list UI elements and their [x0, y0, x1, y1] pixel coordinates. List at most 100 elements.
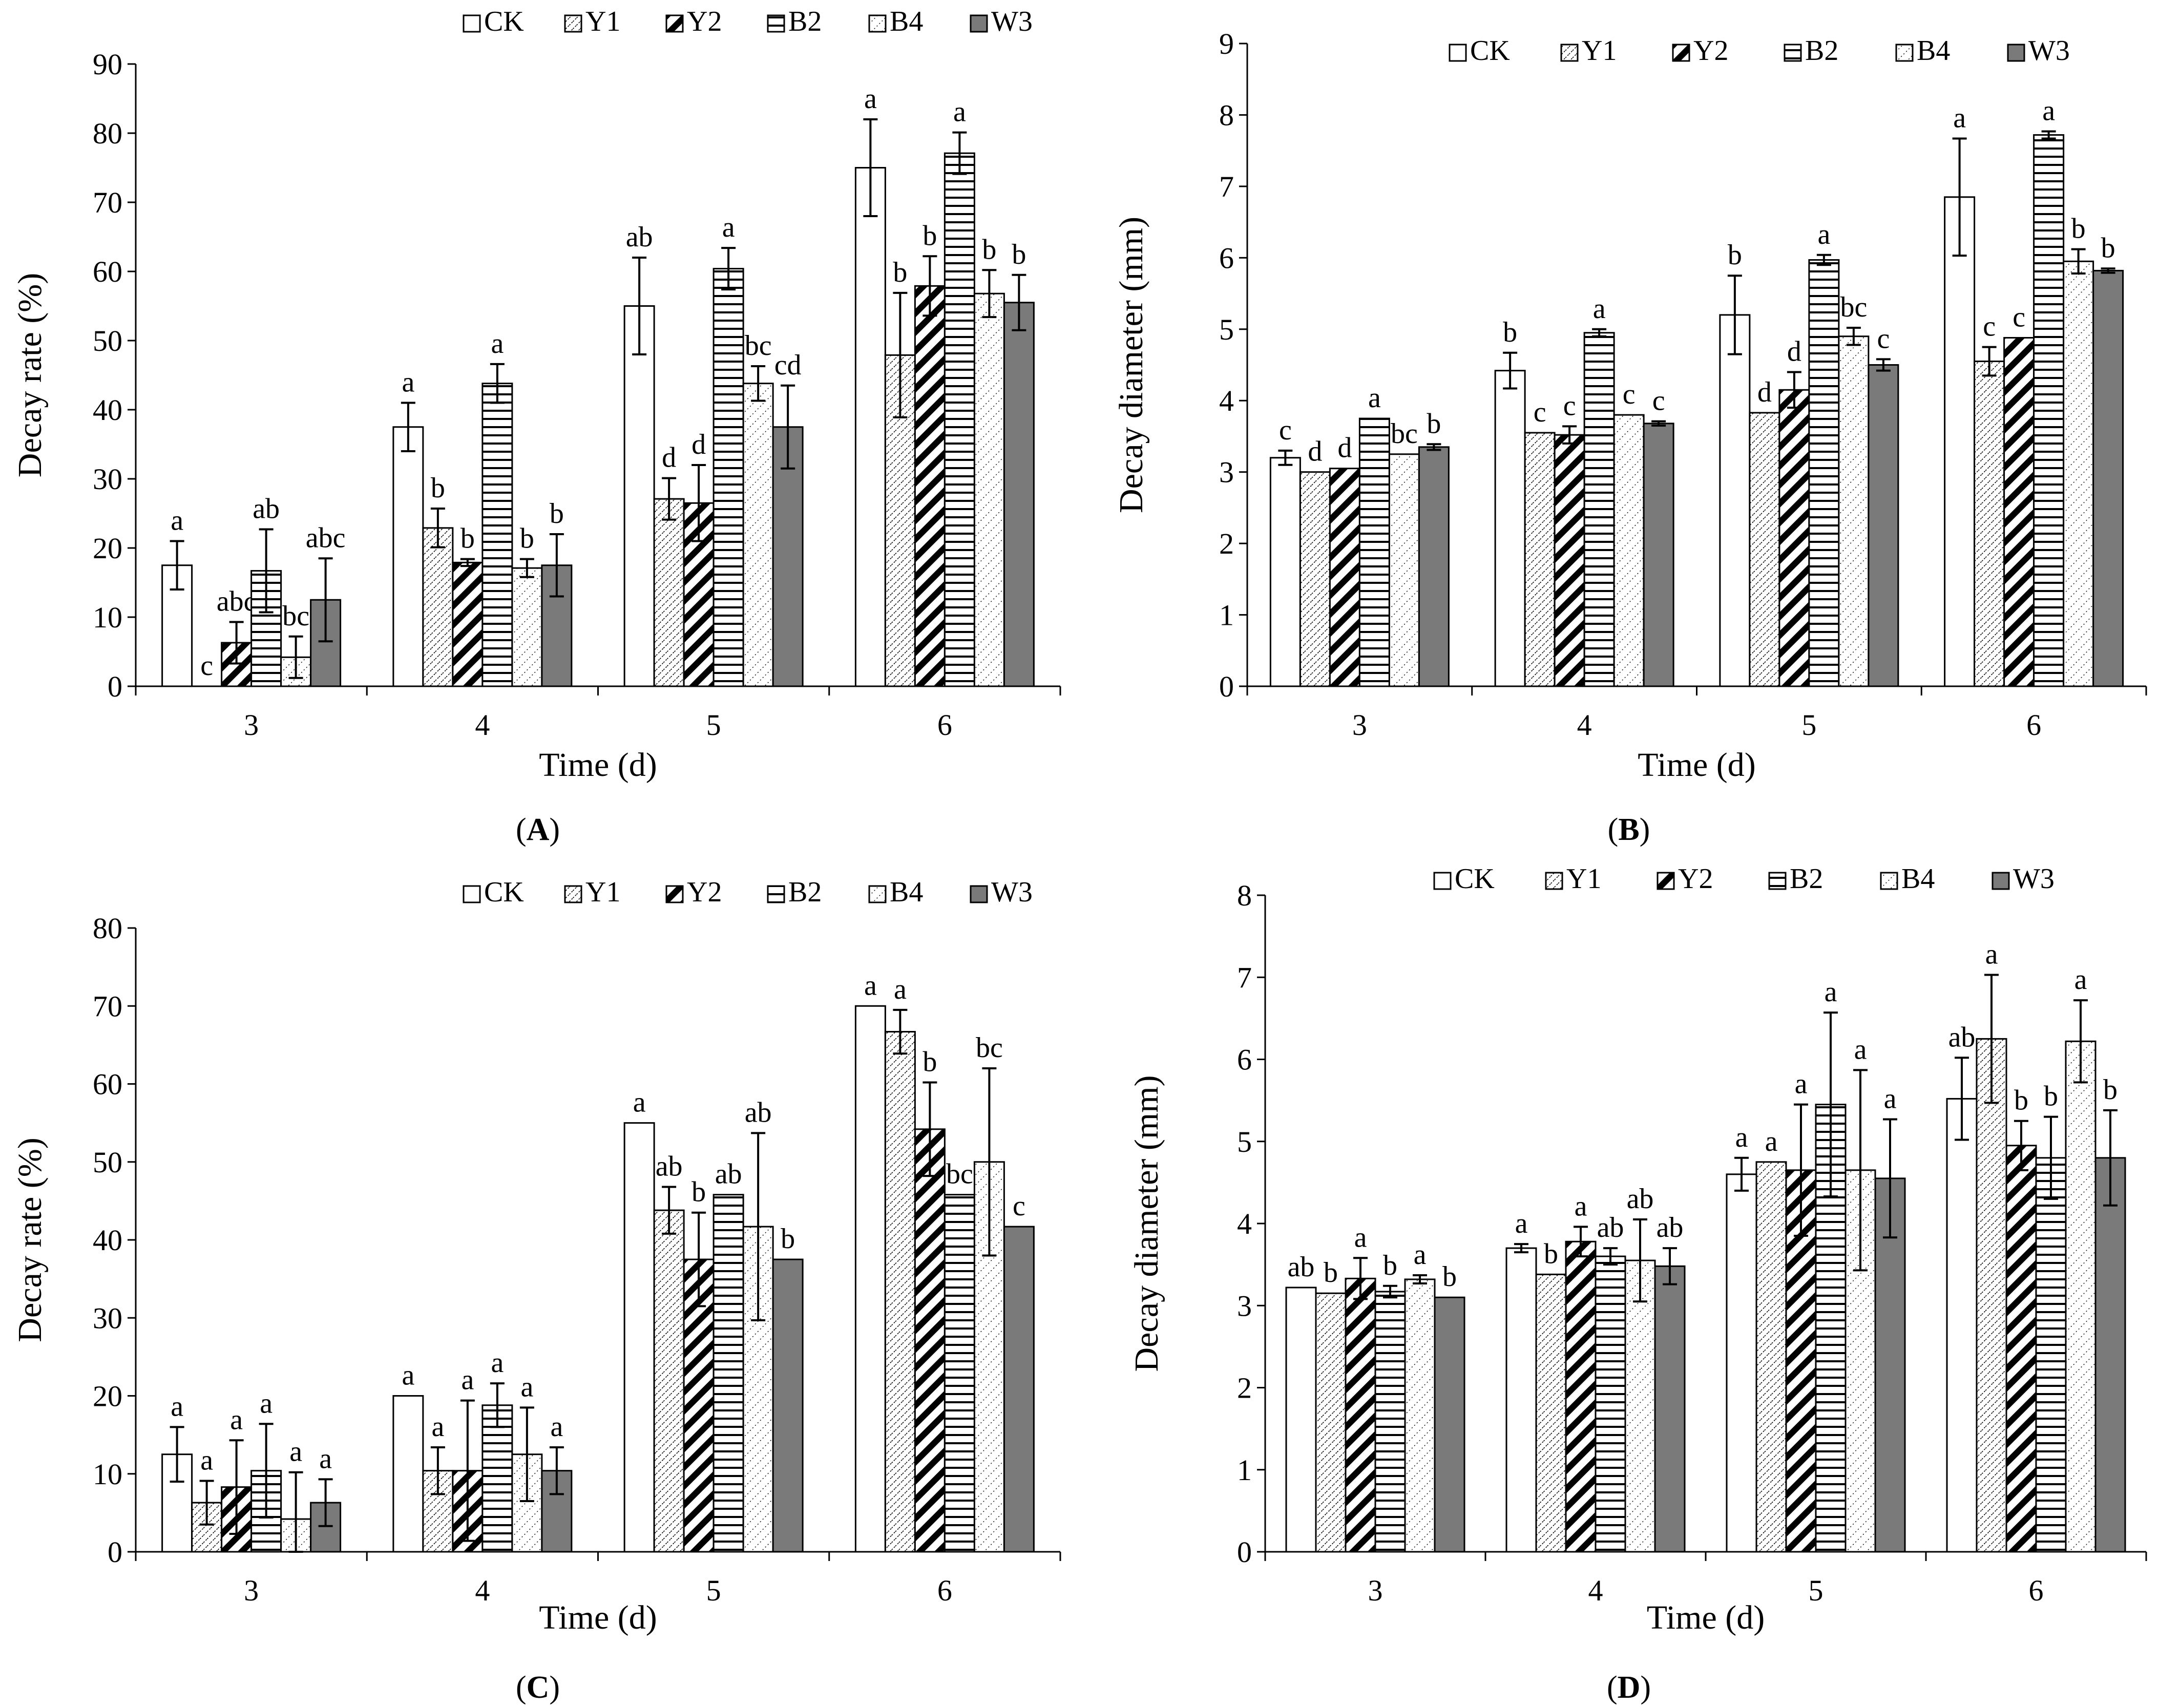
y-axis-title: Decay diameter (mm) [1128, 1075, 1165, 1372]
legend-swatch-y2 [1657, 872, 1675, 890]
y-tick-label: 70 [93, 989, 122, 1023]
bar-y2 [914, 285, 946, 687]
legend-swatch-ck [463, 14, 481, 33]
legend-swatch-y1 [564, 14, 582, 33]
significance-letter: a [894, 974, 907, 1005]
significance-letter: a [260, 1387, 273, 1419]
significance-letter: a [633, 1087, 646, 1119]
bar-y1 [1749, 412, 1780, 687]
y-tick-label: 10 [93, 601, 122, 634]
legend-swatch-ck [1449, 44, 1467, 62]
bar-ck [1944, 196, 1976, 687]
significance-letter: bc [976, 1032, 1003, 1064]
significance-letter: a [230, 1404, 243, 1436]
legend-swatch-b4 [1895, 44, 1914, 62]
x-tick-label: 3 [1368, 1574, 1383, 1607]
significance-letter: b [923, 1046, 937, 1078]
significance-letter: a [289, 1436, 302, 1468]
legend-swatch-b2 [767, 885, 785, 903]
significance-letter: a [1354, 1221, 1367, 1253]
bar-y1 [422, 527, 454, 687]
x-tick-label: 6 [937, 708, 952, 742]
significance-letter: bc [946, 1158, 973, 1190]
legend-swatch-y2 [665, 885, 684, 903]
significance-letter: b [2101, 232, 2115, 264]
significance-letter: b [1503, 317, 1517, 348]
legend-label-b2: B2 [788, 6, 822, 37]
significance-letter: b [1012, 239, 1026, 270]
bar-b2 [944, 152, 975, 687]
bar-w3 [772, 426, 804, 687]
significance-letter: a [1593, 293, 1606, 325]
y-axis-title: Decay diameter (mm) [1113, 217, 1150, 513]
y-tick-label: 9 [1219, 27, 1234, 60]
significance-letter: cd [774, 349, 802, 381]
y-tick-label: 10 [93, 1458, 122, 1491]
y-tick-label: 2 [1237, 1372, 1252, 1405]
y-axis-title: Decay rate (%) [11, 273, 49, 477]
bar-ck [1285, 1287, 1317, 1553]
x-tick-label: 5 [706, 1574, 721, 1607]
bar-y2 [1329, 468, 1360, 687]
y-tick-label: 0 [1219, 670, 1234, 703]
significance-letter: d [1337, 432, 1352, 464]
x-tick-label: 4 [475, 708, 490, 742]
significance-letter: a [1735, 1122, 1748, 1153]
significance-letter: b [893, 257, 907, 288]
legend-label-w3: W3 [2028, 35, 2070, 67]
significance-letter: d [1757, 376, 1772, 408]
significance-letter: a [1368, 382, 1381, 414]
significance-letter: b [1728, 239, 1742, 271]
y-tick-label: 0 [1237, 1535, 1252, 1569]
significance-letter: ab [656, 1150, 683, 1182]
y-tick-label: 6 [1219, 241, 1234, 275]
bar-y1 [653, 498, 685, 687]
significance-letter: a [864, 969, 877, 1001]
y-tick-label: 3 [1237, 1289, 1252, 1322]
significance-letter: a [171, 505, 183, 537]
y-tick-label: 8 [1237, 879, 1252, 912]
legend-label-b2: B2 [788, 876, 822, 908]
bar-ck [392, 426, 424, 687]
bar-w3 [1643, 423, 1674, 687]
x-tick-label: 4 [1588, 1574, 1603, 1607]
significance-letter: a [402, 367, 414, 398]
significance-letter: b [1544, 1238, 1558, 1270]
bar-ck [1505, 1247, 1537, 1553]
x-tick-label: 3 [244, 708, 259, 742]
bar-b4 [973, 292, 1005, 687]
panel-label: (B) [1608, 812, 1650, 847]
significance-letter: b [1427, 408, 1441, 439]
significance-letter: c [1623, 378, 1636, 410]
significance-letter: ab [626, 221, 653, 253]
x-axis-title: Time (d) [1638, 746, 1755, 784]
legend-label-ck: CK [484, 6, 524, 37]
y-tick-label: 90 [93, 48, 122, 81]
bar-b4 [1624, 1259, 1656, 1553]
x-tick-label: 4 [475, 1574, 490, 1607]
bar-y1 [1315, 1292, 1347, 1553]
bar-b4 [1838, 335, 1870, 687]
y-tick-label: 50 [93, 324, 122, 357]
y-tick-label: 1 [1219, 599, 1234, 632]
legend-swatch-b2 [1784, 44, 1802, 62]
bar-y1 [1755, 1161, 1787, 1553]
significance-letter: b [2103, 1074, 2118, 1106]
legend-label-y2: Y2 [687, 876, 722, 908]
y-tick-label: 0 [108, 670, 122, 703]
y-tick-label: 7 [1219, 170, 1234, 203]
legend-swatch-y1 [1560, 44, 1579, 62]
significance-letter: d [1787, 335, 1801, 367]
significance-letter: bc [1391, 418, 1418, 450]
legend-label-b4: B4 [890, 6, 923, 37]
bar-w3 [1654, 1265, 1686, 1553]
bar-w3 [2092, 269, 2124, 687]
legend-label-b4: B4 [1901, 863, 1935, 895]
significance-letter: a [2074, 964, 2087, 996]
significance-letter: a [1575, 1190, 1587, 1222]
bar-y2 [1345, 1277, 1376, 1553]
significance-letter: c [2013, 302, 2025, 333]
x-tick-label: 6 [2026, 708, 2041, 742]
significance-letter: a [319, 1443, 332, 1474]
bar-b4 [511, 567, 543, 687]
